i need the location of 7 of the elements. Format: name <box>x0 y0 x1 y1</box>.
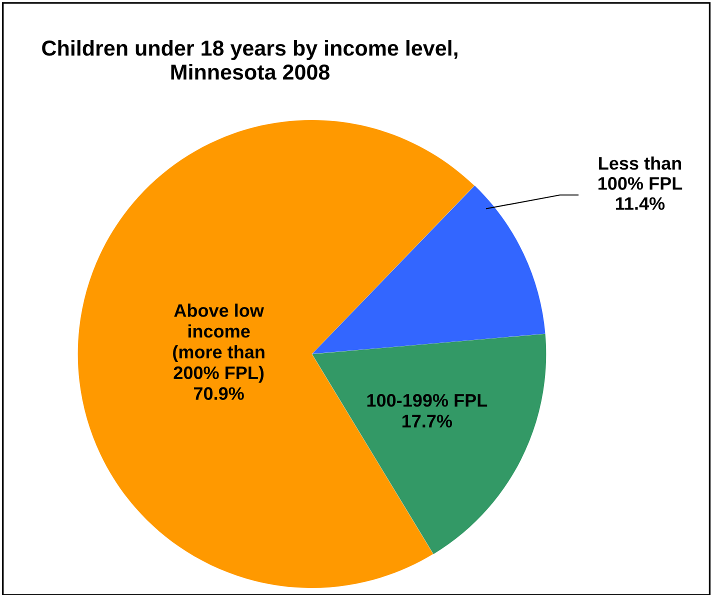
slice-label: 100-199% FPL <box>367 394 488 407</box>
slice-label: Less than 100% FPL <box>598 156 682 190</box>
slice-label: Above low income (more than 200% FPL) <box>173 304 264 383</box>
data-label: 11.4% <box>616 197 665 210</box>
chart-title: Children under 18 years by income level, Minnesota 2008 <box>42 40 458 80</box>
data-label: 70.9% <box>194 387 244 400</box>
data-label: 17.7% <box>402 414 452 428</box>
